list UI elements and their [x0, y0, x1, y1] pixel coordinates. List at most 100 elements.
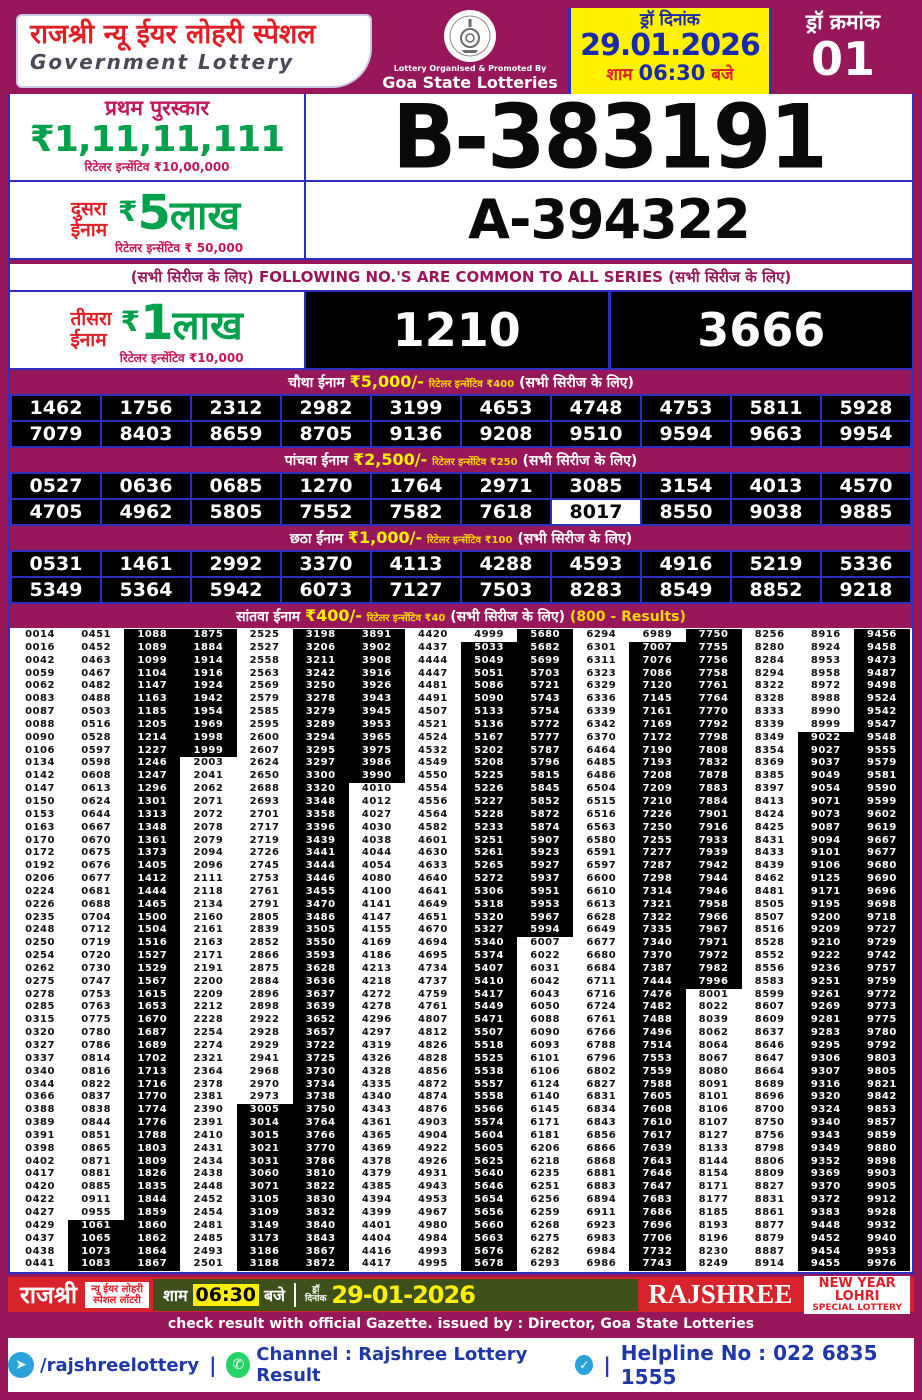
result-number: 5410: [461, 975, 518, 989]
result-number: 9073: [797, 808, 854, 822]
result-number: 1860: [124, 1219, 181, 1233]
result-number: 2431: [193, 1142, 224, 1154]
result-number: 9773: [853, 1001, 910, 1015]
sixth-prize-note: (सभी सिरीज के लिए): [517, 531, 633, 547]
result-number: 5417: [461, 988, 518, 1002]
third-prize-amount: ₹1लाख: [120, 295, 244, 351]
result-number: 9320: [797, 1091, 854, 1105]
prize-number: 2982: [282, 396, 370, 420]
result-number: 1788: [124, 1129, 181, 1143]
result-number: 2493: [193, 1245, 224, 1257]
result-number: 5225: [461, 770, 518, 784]
result-number: 9619: [853, 821, 910, 835]
result-number: 2191: [193, 962, 224, 974]
result-number: 8556: [754, 962, 785, 974]
result-number: 1884: [180, 641, 237, 655]
common-note-right: (सभी सिरीज के लिए): [668, 268, 792, 286]
result-number: 8953: [810, 654, 841, 666]
result-number: 5699: [517, 654, 574, 668]
result-number: 9696: [853, 885, 910, 899]
prize-number: 0527: [12, 474, 100, 498]
telegram-link[interactable]: ➤ /rajshreelottery: [8, 1352, 199, 1379]
result-number: 8609: [754, 1014, 785, 1026]
result-number: 9324: [797, 1104, 854, 1118]
result-number: 5852: [517, 795, 574, 809]
result-number: 6218: [530, 1155, 561, 1167]
result-number: 1687: [124, 1027, 181, 1040]
result-number: 1875: [180, 629, 237, 642]
result-number: 1867: [124, 1258, 181, 1272]
seventh-prize-incentive: रिटेलर इन्सेंटिव ₹40: [366, 613, 446, 624]
result-number: 9372: [797, 1194, 854, 1207]
result-number: 0016: [25, 641, 55, 653]
result-number: 9542: [853, 706, 910, 719]
fourth-prize-note: (सभी सिरीज के लिए): [519, 375, 634, 391]
result-number: 5566: [461, 1104, 518, 1118]
result-number: 7758: [685, 667, 742, 681]
result-number: 1954: [180, 706, 237, 719]
sixth-prize-title: छठा ईनाम: [289, 531, 343, 547]
result-number: 7944: [685, 873, 742, 886]
result-number: 7314: [629, 885, 686, 899]
result-number: 1348: [124, 821, 181, 835]
whatsapp-channel-link[interactable]: ✆ Channel : Rajshree Lottery Result ✓: [226, 1344, 594, 1386]
result-number: 5845: [517, 783, 574, 796]
result-number: 1247: [124, 770, 181, 784]
helpline-number[interactable]: Helpline No : 022 6835 1555: [621, 1341, 914, 1389]
result-number: 6464: [586, 744, 617, 756]
gazette-note: check result with official Gazette. issu…: [8, 1312, 914, 1337]
result-number: 4186: [361, 950, 392, 962]
result-number: 9455: [797, 1258, 854, 1272]
result-number: 8333: [754, 706, 785, 718]
result-number: 9932: [853, 1219, 910, 1233]
result-number: 2228: [193, 1014, 224, 1026]
result-number: 2701: [249, 808, 280, 820]
result-number: 6761: [586, 1014, 617, 1026]
result-number: 0488: [81, 693, 112, 705]
result-number: 4856: [418, 1065, 448, 1077]
result-number: 5574: [461, 1117, 518, 1130]
footer-time-prefix: शाम: [162, 1285, 188, 1305]
result-number: 4343: [361, 1104, 392, 1116]
result-number: 3455: [292, 885, 349, 899]
result-number: 7750: [685, 629, 742, 642]
result-number: 8999: [810, 718, 841, 730]
result-number: 9456: [853, 629, 910, 642]
result-number: 5754: [517, 706, 574, 719]
result-number: 5167: [461, 731, 518, 745]
result-number: 0613: [81, 783, 112, 795]
currency-symbol: ₹: [120, 305, 141, 338]
seventh-prize-note: (सभी सिरीज के लिए): [450, 609, 566, 625]
result-number: 2254: [193, 1027, 224, 1039]
result-number: 4554: [418, 783, 448, 795]
result-number: 6827: [586, 1078, 617, 1090]
result-number: 8328: [754, 693, 785, 705]
prize-number: 9594: [642, 422, 730, 446]
result-number: 7878: [685, 770, 742, 784]
result-number: 0254: [25, 950, 55, 962]
result-number: 9727: [853, 924, 910, 938]
result-number: 8439: [754, 860, 785, 872]
result-number: 4826: [418, 1040, 448, 1051]
result-number: 1809: [124, 1155, 181, 1169]
result-number: 5660: [461, 1219, 518, 1233]
result-number: 0598: [81, 757, 112, 769]
result-number: 0452: [81, 641, 112, 653]
result-number: 4649: [418, 898, 448, 910]
result-number: 4417: [361, 1258, 392, 1270]
result-number: 4481: [418, 680, 448, 692]
result-number: 4328: [361, 1065, 392, 1077]
result-number: 9125: [797, 873, 854, 886]
footer-banner: राजश्री न्यू ईयर लोहरी स्पेशल लॉटरी शाम …: [8, 1274, 914, 1314]
result-number: 1296: [124, 783, 181, 796]
result-number: 9547: [853, 718, 910, 732]
result-number: 9261: [797, 988, 854, 1002]
result-number: 3188: [236, 1258, 293, 1272]
result-number: 9498: [853, 680, 910, 694]
result-number: 0885: [81, 1181, 112, 1193]
result-number: 1826: [124, 1168, 181, 1182]
result-number: 6883: [586, 1181, 617, 1193]
result-number: 2134: [193, 898, 224, 910]
result-number: 1089: [124, 641, 181, 655]
result-number: 8177: [698, 1194, 729, 1206]
